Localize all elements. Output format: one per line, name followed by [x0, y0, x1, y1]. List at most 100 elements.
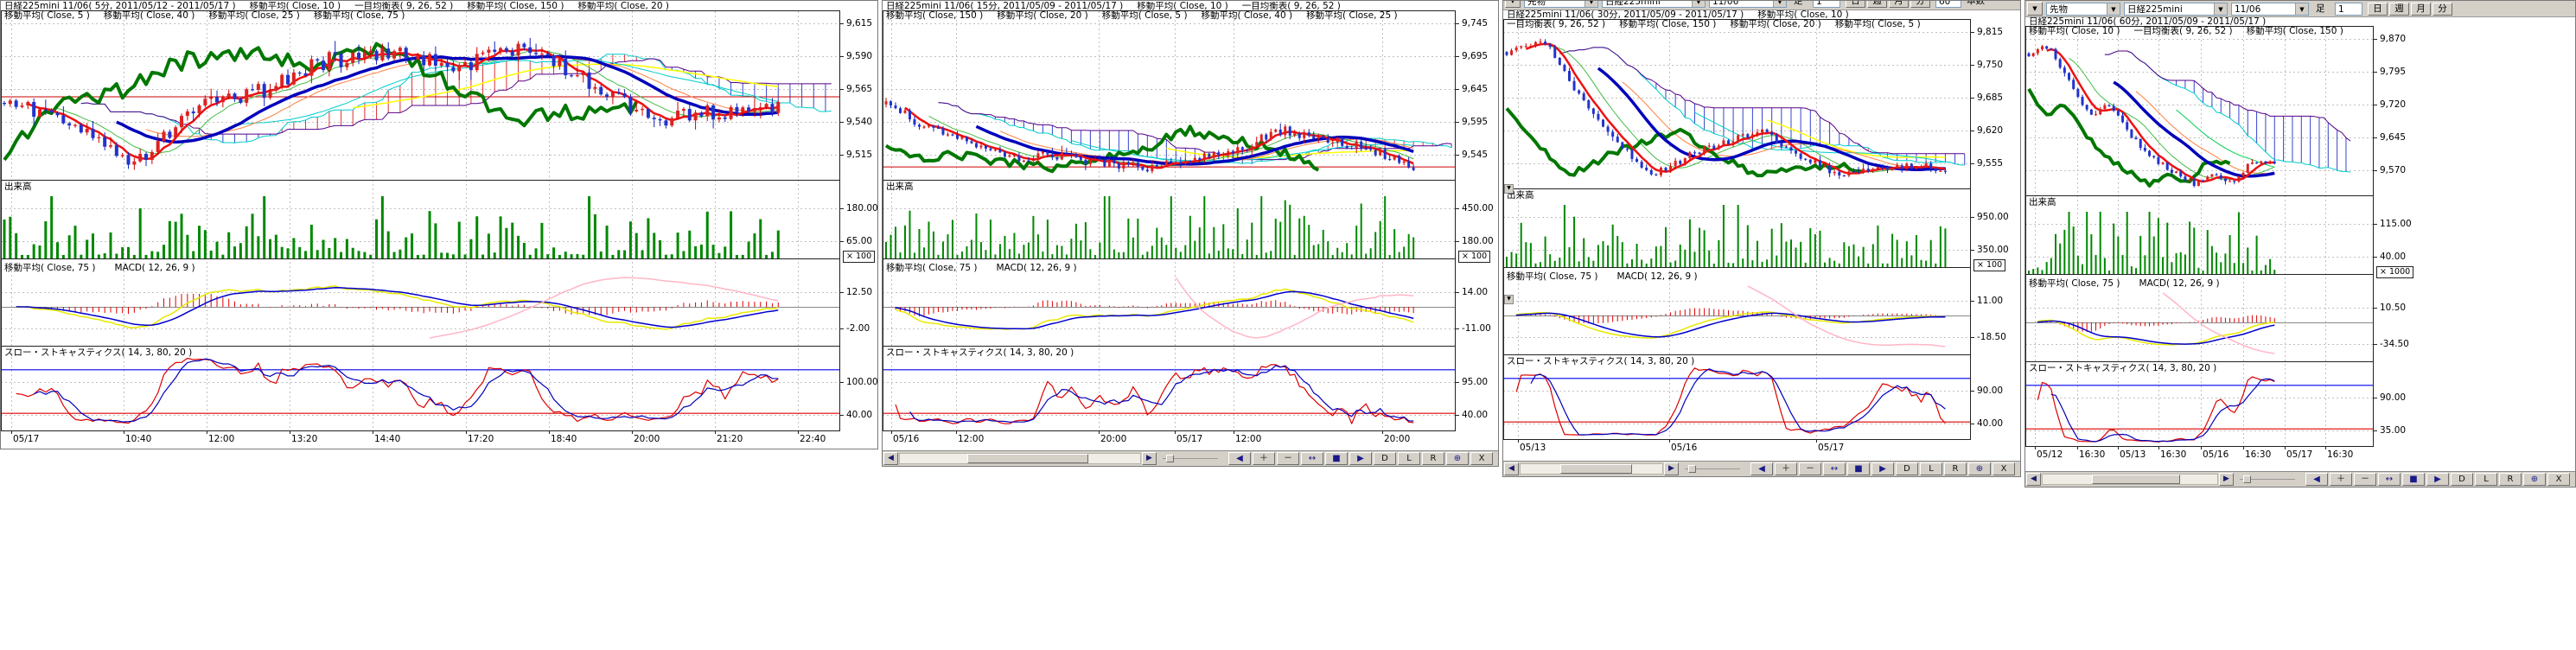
- indicator-label: 移動平均( Close, 20 ): [997, 11, 1088, 21]
- volume_ticks: 115.00: [2380, 220, 2418, 229]
- volume_ticks: 65.00: [846, 237, 878, 246]
- macd-ma-label: 移動平均( Close, 75 ): [4, 263, 96, 273]
- chart-header-line2: 一目均衡表( 9, 26, 52 )移動平均( Close, 150 )移動平均…: [1507, 20, 1967, 29]
- stoch-section-title: スロー・ストキャスティクス( 14, 3, 80, 20 ): [886, 348, 1451, 359]
- scroll-thumb[interactable]: [1560, 464, 1632, 474]
- time-axis-label: 17:20: [468, 435, 509, 444]
- chart-tool-button-10[interactable]: X: [1993, 462, 2015, 475]
- chart-tool-button-6[interactable]: D: [1374, 452, 1396, 465]
- horizontal-scrollbar[interactable]: ◀▶◀＋－↔■▶DLR⊕X: [883, 450, 1498, 466]
- chart-window-chart-60min: ▼先物▼日経225mini▼11/06▼足1日週月分日経225mini 11/0…: [2024, 0, 2576, 488]
- scroll-left-button[interactable]: ◀: [1504, 462, 1519, 475]
- chart-tool-button-5[interactable]: ▶: [2426, 473, 2449, 486]
- chart-tool-button-5[interactable]: ▶: [1349, 452, 1372, 465]
- chart-tool-button-6[interactable]: D: [1896, 462, 1918, 475]
- chart-header-line1: 日経225mini 11/06( 5分, 2011/05/12 - 2011/0…: [4, 2, 836, 11]
- indicator-label: 移動平均( Close, 150 ): [467, 2, 564, 11]
- macd_ticks: 14.00: [1462, 288, 1499, 297]
- time-axis-label: 05/17: [13, 435, 54, 444]
- chart-tool-button-1[interactable]: ＋: [2330, 473, 2352, 486]
- time-axis-label: 05/16: [2203, 450, 2244, 460]
- indicator-label: 移動平均( Close, 25 ): [1306, 11, 1398, 21]
- scroll-thumb[interactable]: [967, 454, 1088, 463]
- chart-canvas-chart-15min: [883, 1, 1499, 467]
- scroll-track[interactable]: [899, 453, 1141, 464]
- chart-tool-button-6[interactable]: D: [2451, 473, 2473, 486]
- chart-canvas-chart-30min: [1503, 1, 2021, 477]
- indicator-label: 移動平均( Close, 150 ): [2247, 27, 2343, 36]
- price_ticks: 9,555: [1977, 159, 2015, 169]
- indicator-label: 移動平均( Close, 75 ): [314, 11, 405, 21]
- price_ticks: 9,685: [1977, 93, 2015, 103]
- chart-title: 日経225mini 11/06( 5分, 2011/05/12 - 2011/0…: [4, 2, 236, 11]
- section-dropdown-button[interactable]: ▼: [1504, 184, 1514, 194]
- time-axis-label: 16:30: [2079, 450, 2120, 460]
- chart-tool-button-2[interactable]: －: [2354, 473, 2376, 486]
- scroll-left-button[interactable]: ◀: [883, 452, 898, 465]
- price_ticks: 9,615: [846, 19, 878, 29]
- scroll-track[interactable]: [2042, 474, 2218, 485]
- chart-tool-button-7[interactable]: L: [2475, 473, 2497, 486]
- macd_ticks: 12.50: [846, 288, 878, 297]
- chart-tool-button-0[interactable]: ◀: [1228, 452, 1251, 465]
- macd-label: MACD( 12, 26, 9 ): [1617, 271, 1698, 282]
- chart-tool-button-8[interactable]: R: [2499, 473, 2522, 486]
- time-axis-label: 05/17: [1818, 443, 1859, 453]
- chart-tool-button-0[interactable]: ◀: [1750, 462, 1773, 475]
- stoch_ticks: 95.00: [1462, 378, 1499, 387]
- chart-tool-button-2[interactable]: －: [1277, 452, 1299, 465]
- zoom-slider-thumb[interactable]: [2243, 475, 2251, 483]
- scroll-track[interactable]: [1520, 463, 1663, 475]
- chart-tool-button-4[interactable]: ■: [2402, 473, 2425, 486]
- chart-tool-button-8[interactable]: R: [1944, 462, 1967, 475]
- time-axis-label: 20:00: [1100, 435, 1142, 444]
- scroll-right-button[interactable]: ▶: [1142, 452, 1157, 465]
- indicator-label: 移動平均( Close, 5 ): [1835, 20, 1921, 29]
- section-dropdown-button[interactable]: ▼: [1504, 295, 1514, 304]
- zoom-slider-thumb[interactable]: [1688, 465, 1696, 473]
- chart-tool-button-3[interactable]: ↔: [1301, 452, 1323, 465]
- scroll-right-button[interactable]: ▶: [1664, 462, 1679, 475]
- horizontal-scrollbar[interactable]: ◀▶◀＋－↔■▶DLR⊕X: [1503, 461, 2020, 476]
- scroll-thumb[interactable]: [2092, 475, 2180, 484]
- chart-tool-button-0[interactable]: ◀: [2305, 473, 2328, 486]
- chart-tool-button-9[interactable]: ⊕: [1968, 462, 1991, 475]
- chart-tool-button-7[interactable]: L: [1920, 462, 1942, 475]
- scroll-right-button[interactable]: ▶: [2219, 473, 2234, 486]
- macd_ticks: 10.50: [2380, 303, 2418, 313]
- zoom-slider-thumb[interactable]: [1166, 455, 1174, 462]
- price_ticks: 9,750: [1977, 61, 2015, 70]
- chart-tool-button-2[interactable]: －: [1799, 462, 1821, 475]
- macd-section-title: 移動平均( Close, 75 )MACD( 12, 26, 9 ): [4, 264, 836, 274]
- macd-section-title: 移動平均( Close, 75 ) MACD( 12, 26, 9 ): [2029, 279, 2369, 290]
- chart-tool-button-8[interactable]: R: [1422, 452, 1444, 465]
- chart-tool-button-9[interactable]: ⊕: [1446, 452, 1469, 465]
- chart-tool-button-5[interactable]: ▶: [1871, 462, 1894, 475]
- stoch_ticks: 90.00: [1977, 386, 2015, 396]
- chart-tool-button-4[interactable]: ■: [1325, 452, 1348, 465]
- indicator-label: 移動平均( Close, 40 ): [1202, 11, 1293, 21]
- volume-scale-box: × 100: [1973, 259, 2005, 271]
- chart-tool-button-1[interactable]: ＋: [1775, 462, 1797, 475]
- chart-tool-button-3[interactable]: ↔: [1823, 462, 1846, 475]
- time-axis-label: 10:40: [125, 435, 167, 444]
- chart-tool-button-4[interactable]: ■: [1847, 462, 1870, 475]
- indicator-label: 移動平均( Close, 5 ): [4, 11, 90, 21]
- chart-window-chart-5min: 日経225mini 11/06( 5分, 2011/05/12 - 2011/0…: [0, 0, 878, 449]
- indicator-label: 移動平均( Close, 10 ): [2029, 27, 2120, 36]
- time-axis-label: 05/13: [1520, 443, 1561, 453]
- chart-tool-button-3[interactable]: ↔: [2378, 473, 2401, 486]
- horizontal-scrollbar[interactable]: ◀▶◀＋－↔■▶DLR⊕X: [2025, 471, 2575, 487]
- chart-tool-button-7[interactable]: L: [1398, 452, 1420, 465]
- chart-tool-button-10[interactable]: X: [2547, 473, 2570, 486]
- macd-ma-label: 移動平均( Close, 75 ): [2029, 278, 2120, 289]
- price_ticks: 9,540: [846, 118, 878, 127]
- time-axis-label: 16:30: [2245, 450, 2286, 460]
- chart-tool-button-1[interactable]: ＋: [1253, 452, 1275, 465]
- scroll-left-button[interactable]: ◀: [2026, 473, 2041, 486]
- macd-label: MACD( 12, 26, 9 ): [2139, 278, 2220, 289]
- chart-tool-button-9[interactable]: ⊕: [2523, 473, 2546, 486]
- macd_ticks: -34.50: [2380, 340, 2418, 349]
- price_ticks: 9,570: [2380, 166, 2418, 175]
- chart-tool-button-10[interactable]: X: [1470, 452, 1493, 465]
